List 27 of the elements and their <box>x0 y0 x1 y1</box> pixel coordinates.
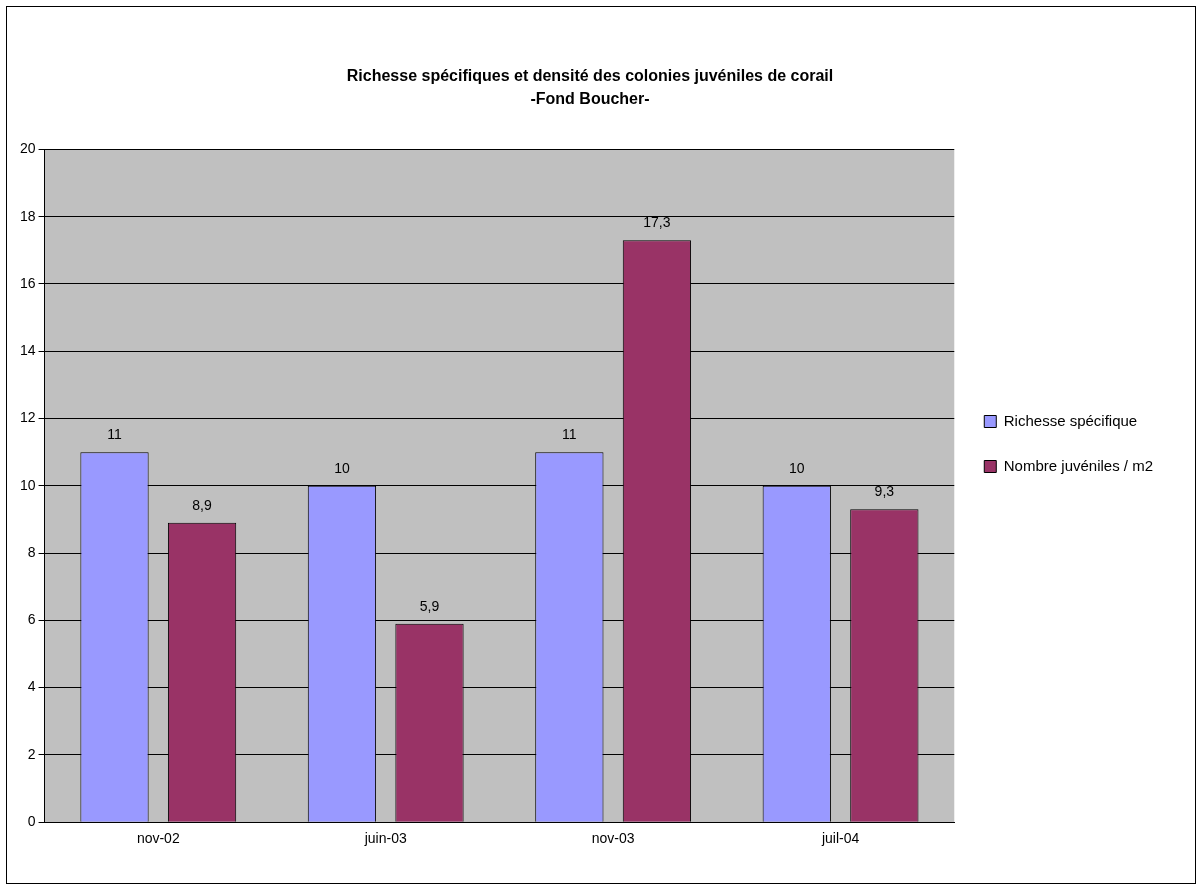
data-label: 17,3 <box>643 214 671 231</box>
y-tick-label: 8 <box>27 543 36 560</box>
y-tick-label: 16 <box>19 274 36 291</box>
y-tick-label: 18 <box>19 207 36 224</box>
data-label: 9,3 <box>874 483 895 500</box>
y-tick-label: 4 <box>27 678 36 695</box>
x-tick-label: juil-04 <box>820 830 860 847</box>
legend-label: Nombre juvéniles / m2 <box>1003 456 1154 474</box>
y-tick-label: 10 <box>19 476 36 493</box>
data-label: 5,9 <box>419 597 440 614</box>
y-tick-label: 20 <box>19 140 36 157</box>
x-tick-label: juin-03 <box>363 830 407 847</box>
y-tick-label: 14 <box>19 342 36 359</box>
chart-subtitle: -Fond Boucher- <box>530 90 650 108</box>
x-tick-label: nov-02 <box>136 830 180 847</box>
y-tick-label: 6 <box>27 611 36 628</box>
chart-title: Richesse spécifiques et densité des colonies juvéniles de corail <box>346 67 834 85</box>
y-tick-label: 2 <box>27 745 36 762</box>
data-label: 8,9 <box>192 496 213 513</box>
legend-label: Richesse spécifique <box>1003 411 1138 429</box>
data-label: 11 <box>562 426 577 443</box>
data-label: 11 <box>107 426 122 443</box>
data-label: 10 <box>334 459 350 476</box>
y-tick-label: 0 <box>27 813 36 830</box>
y-tick-label: 12 <box>19 409 36 426</box>
data-label: 10 <box>788 459 805 476</box>
x-tick-label: nov-03 <box>591 830 635 847</box>
